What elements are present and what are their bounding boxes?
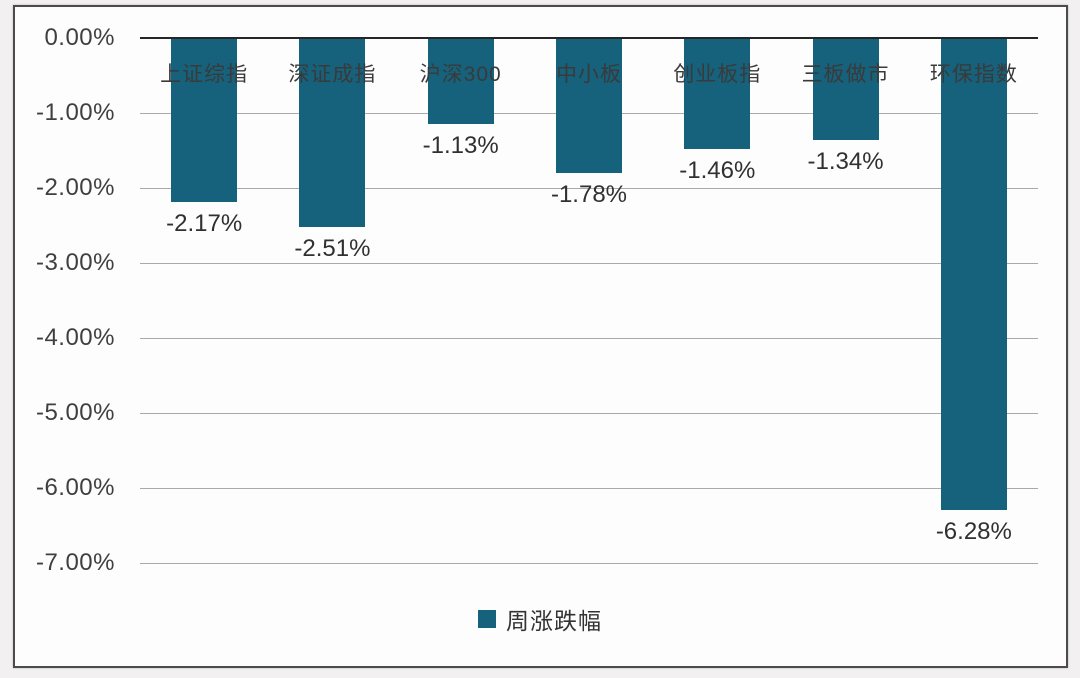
bar (940, 39, 1007, 510)
bar (171, 39, 238, 202)
legend: 周涨跌幅 (0, 602, 1080, 636)
category-label: 深证成指 (288, 63, 377, 86)
category-label: 沪深300 (419, 63, 502, 86)
y-axis-tick-label: -1.00% (35, 99, 115, 126)
data-value-label: -1.78% (550, 180, 628, 208)
category-label: 创业板指 (673, 63, 762, 86)
y-axis-tick-label: -7.00% (35, 549, 115, 576)
y-axis-tick-label: -3.00% (35, 249, 115, 276)
data-value-label: -1.46% (679, 156, 756, 184)
y-axis-tick-label: -4.00% (35, 324, 115, 351)
legend-label: 周涨跌幅 (506, 608, 602, 634)
data-value-label: -6.28% (935, 518, 1012, 545)
gridline (140, 563, 1038, 564)
x-axis-zero-line (140, 37, 1038, 39)
category-label: 中小板 (555, 63, 622, 86)
bar (684, 39, 751, 149)
gridline (140, 263, 1038, 264)
gridline (140, 338, 1038, 339)
bar (427, 39, 494, 124)
y-axis-tick-label: 0.00% (44, 24, 115, 51)
y-axis-tick-label: -5.00% (35, 399, 115, 426)
bar (299, 39, 366, 228)
data-value-label: -1.13% (422, 131, 499, 159)
y-axis-tick-label: -6.00% (35, 474, 115, 501)
y-axis-tick-label: -2.00% (35, 174, 115, 201)
data-value-label: -1.34% (807, 147, 884, 175)
data-value-label: -2.17% (166, 209, 243, 237)
category-label: 上证综指 (160, 63, 249, 86)
category-label: 三板做市 (801, 63, 890, 86)
data-value-label: -2.51% (294, 235, 371, 263)
bar (812, 39, 879, 140)
bar (556, 39, 622, 173)
gridline (140, 488, 1038, 489)
category-label: 环保指数 (929, 63, 1018, 86)
gridline (140, 413, 1038, 414)
gridline (140, 188, 1038, 189)
legend-swatch-icon (478, 610, 496, 628)
